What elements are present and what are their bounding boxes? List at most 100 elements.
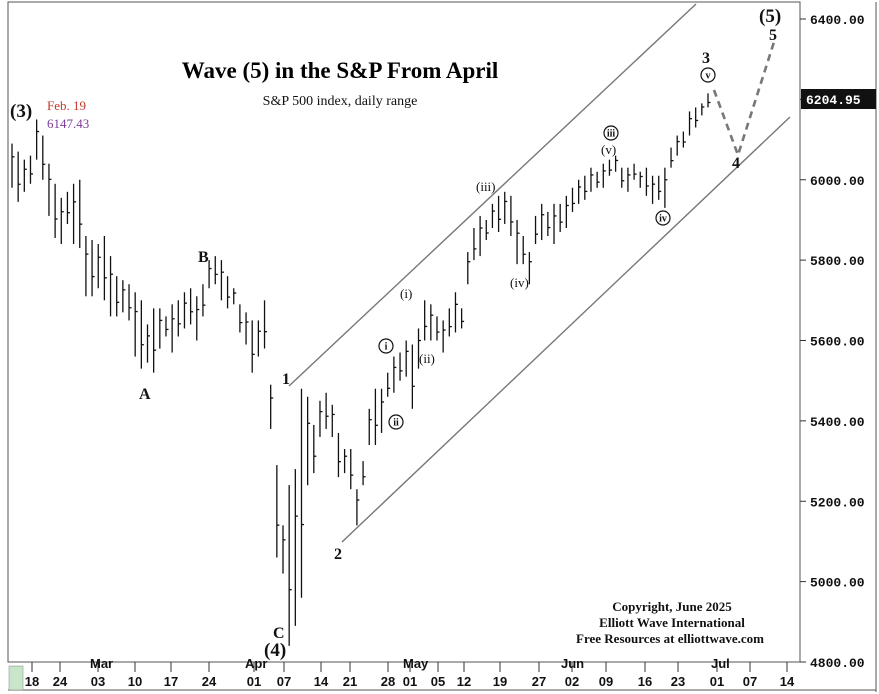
price-bar [233,288,237,305]
price-bar [584,175,588,200]
price-bar [146,324,151,363]
copyright-line-1: Copyright, June 2025 [612,599,732,614]
price-bar [189,288,194,325]
price-bar [405,340,409,377]
copyright-line-3: Free Resources at elliottwave.com [576,631,764,646]
price-bar [380,388,385,433]
price-bar [72,183,77,245]
price-bar [66,191,70,224]
wave-label-minute-ii: ii [388,414,404,430]
svg-text:ii: ii [393,418,399,429]
x-tick-label: 03 [91,674,105,689]
price-bar [109,256,114,317]
wave-label-5-primary: (5) [759,6,781,27]
price-bar [510,195,514,237]
x-tick-label: 12 [457,674,471,689]
last-price-label: 6204.95 [806,93,861,108]
price-bar [325,392,329,429]
x-month-label: Mar [90,656,113,671]
price-bar [658,175,662,200]
price-bar [590,167,594,192]
price-bar [473,227,477,261]
price-bar [343,449,348,474]
price-bar [621,167,625,188]
price-bar [578,179,582,204]
x-month-label: May [403,656,429,671]
price-bar [165,316,169,337]
price-bar [42,135,46,180]
price-bar [356,489,360,526]
wave-label-a: A [139,386,151,403]
price-bar [202,284,206,317]
price-bar [633,163,637,180]
price-bar [436,316,440,341]
svg-text:v: v [706,71,711,82]
corner-swatch [8,665,24,691]
svg-text:i: i [385,342,388,353]
x-tick-label: 16 [638,674,652,689]
price-bar [171,304,175,353]
peak-date: Feb. 19 [47,98,86,113]
x-tick-label: 24 [202,674,217,689]
price-bar [393,356,397,393]
x-tick-label: 27 [532,674,546,689]
price-bar [122,280,126,313]
price-bar [35,119,40,160]
price-bar [362,461,366,486]
price-bar [695,107,699,128]
x-tick-label: 24 [53,674,68,689]
wave-label-minuette-iii: (iii) [476,179,496,194]
y-tick-group: 5000.00 5200.00 5400.00 5600.00 5800.00 6000.… [800,13,865,671]
wave-label-5: 5 [769,27,777,44]
price-bar [559,203,563,232]
x-month-label: Jul [711,656,730,671]
price-bar [479,215,483,257]
x-tick-label: 05 [431,674,445,689]
chart-title: Wave (5) in the S&P From April [182,58,498,83]
wave-label-minute-iv: iv [655,210,671,226]
price-bar [208,260,212,289]
channel-lower-line [341,116,791,543]
price-bar [276,465,280,558]
wave-label-minuette-ii: (ii) [419,351,435,366]
wave-label-minute-iii: iii [603,125,619,141]
price-bar [516,219,520,265]
price-bar [48,163,52,216]
price-bar [128,284,132,321]
wave-label-1: 1 [282,371,290,388]
price-bar [319,400,323,437]
price-bar [153,308,157,373]
x-tick-label: 01 [247,674,261,689]
price-bar [504,191,508,224]
price-bar [245,312,249,345]
x-tick-label: 14 [780,674,795,689]
wave-label-minute-v: v [700,67,716,83]
x-tick-label: 21 [343,674,357,689]
wave-label-c: C [273,625,285,642]
price-bar [534,215,539,245]
x-tick-label: 07 [277,674,291,689]
wave-label-4-primary: (4) [264,640,286,661]
price-bar [60,197,64,245]
price-bar [103,236,107,301]
price-bar [288,485,292,646]
x-tick-label: 23 [671,674,685,689]
x-tick-label: 28 [381,674,395,689]
price-bar [485,219,489,241]
x-tick-label: 14 [314,674,329,689]
x-tick-label: 17 [164,674,178,689]
wave-label-b: B [198,249,209,266]
price-bar [571,187,575,212]
price-bar [294,469,298,626]
peak-value: 6147.43 [47,116,89,131]
wave-label-4: 4 [732,155,740,172]
price-bar [374,388,378,445]
price-bar [553,203,557,245]
svg-text:iv: iv [659,214,667,225]
price-bar [645,167,649,196]
price-bar [177,300,181,337]
price-bar [442,320,446,353]
price-bar [602,163,606,188]
price-bar [239,304,243,333]
price-bar [596,171,600,188]
